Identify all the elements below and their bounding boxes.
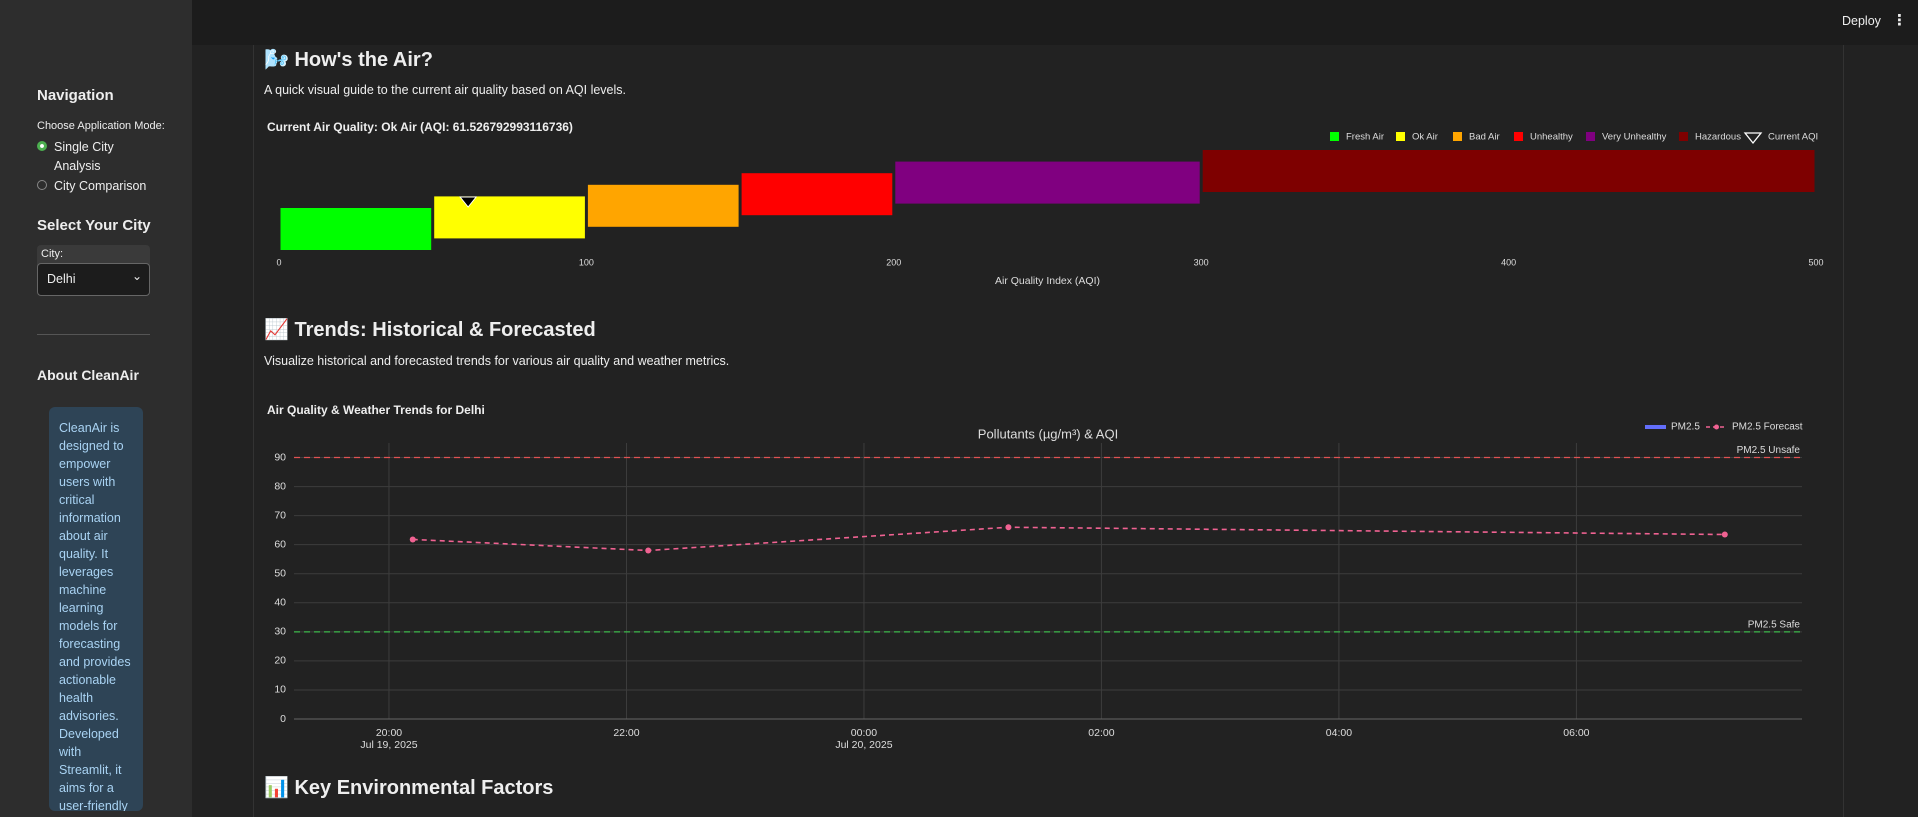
threshold-label: PM2.5 Safe: [1748, 619, 1801, 630]
mode-option[interactable]: City Comparison: [37, 177, 157, 196]
legend-label: Unhealthy: [1530, 132, 1573, 143]
legend-swatch: [1453, 132, 1462, 141]
y-tick-label: 20: [274, 655, 286, 667]
x-tick-label: 300: [1194, 257, 1209, 267]
y-tick-label: 10: [274, 684, 286, 696]
aqi-band: [280, 208, 432, 250]
top-bar: Deploy ⋮: [192, 0, 1918, 45]
series-point: [645, 547, 652, 554]
x-tick-label: 100: [579, 257, 594, 267]
y-tick-label: 40: [274, 597, 286, 609]
section-title: 📈 Trends: Historical & Forecasted: [264, 319, 596, 341]
container-border: [1843, 45, 1844, 817]
radio-dot: [37, 141, 47, 151]
legend-label: Current AQI: [1768, 132, 1818, 143]
chart-heading: Air Quality & Weather Trends for Delhi: [267, 403, 485, 417]
series-point: [1721, 531, 1728, 538]
x-tick-label: 20:00 Jul 19, 2025: [360, 727, 418, 751]
chart-title: Current Air Quality: Ok Air (AQI: 61.526…: [267, 120, 573, 134]
radio-dot: [37, 180, 47, 190]
chevron: ⌄: [132, 269, 143, 283]
x-axis-label: Air Quality Index (AQI): [995, 275, 1100, 287]
aqi-band: [741, 173, 893, 216]
city-value: Delhi: [47, 272, 76, 286]
city-select[interactable]: Delhi ⌄: [37, 263, 150, 296]
x-tick-label: 06:00: [1563, 727, 1590, 739]
legend-label: PM2.5 Forecast: [1732, 422, 1803, 433]
legend-swatch: [1330, 132, 1339, 141]
y-tick-label: 90: [274, 451, 286, 463]
threshold-label: PM2.5 Unsafe: [1737, 445, 1801, 456]
x-tick-label: 22:00: [613, 727, 640, 739]
legend-label: Fresh Air: [1346, 132, 1384, 143]
legend-swatch: [1396, 132, 1405, 141]
mode-label: Choose Application Mode:: [37, 120, 165, 132]
aqi-band: [587, 184, 739, 227]
aqi-band: [1202, 150, 1815, 192]
city-title: Select Your City: [37, 217, 151, 234]
legend-point: [1714, 424, 1719, 430]
aqi-band: [895, 161, 1200, 204]
legend-swatch: [1586, 132, 1595, 141]
y-tick-label: 80: [274, 480, 286, 492]
y-tick-label: 50: [274, 568, 286, 580]
mode-option[interactable]: Single City Analysis: [37, 138, 157, 176]
legend-label: Ok Air: [1412, 132, 1438, 143]
legend-swatch: [1514, 132, 1523, 141]
series-line: [412, 526, 1725, 552]
radio-label: Single City Analysis: [54, 140, 114, 173]
section-title: 🌬️ How's the Air?: [264, 49, 433, 71]
series-point: [1005, 524, 1012, 531]
city-label: City:: [41, 248, 63, 260]
section-description: Visualize historical and forecasted tren…: [264, 354, 730, 368]
section-description: A quick visual guide to the current air …: [264, 83, 627, 97]
divider: [37, 334, 150, 335]
y-tick-label: 60: [274, 538, 286, 550]
x-tick-label: 400: [1501, 257, 1516, 267]
x-tick-label: 00:00 Jul 20, 2025: [835, 727, 893, 751]
section-title: 📊 Key Environmental Factors: [264, 777, 554, 799]
deploy-button[interactable]: Deploy: [1842, 14, 1881, 28]
x-tick-label: 200: [886, 257, 901, 267]
about-title: About CleanAir: [37, 367, 139, 383]
radio-label: City Comparison: [54, 179, 147, 193]
container-border: [253, 45, 254, 817]
legend-label: Hazardous: [1695, 132, 1741, 143]
legend-label: PM2.5: [1671, 422, 1700, 433]
nav-title: Navigation: [37, 87, 114, 104]
sidebar: Navigation Choose Application Mode: Sing…: [0, 0, 192, 817]
x-tick-label: 02:00: [1088, 727, 1115, 739]
legend-swatch: [1679, 132, 1688, 141]
legend-marker: [1743, 132, 1763, 145]
legend-label: Very Unhealthy: [1602, 132, 1667, 143]
aqi-band: [434, 196, 585, 239]
current-aqi-marker: [459, 196, 478, 208]
y-tick-label: 30: [274, 626, 286, 638]
x-tick-label: 500: [1808, 257, 1823, 267]
city-select-box: City: Delhi ⌄: [37, 245, 150, 296]
y-tick-label: 70: [274, 509, 286, 521]
plot-title: Pollutants (µg/m³) & AQI: [978, 426, 1118, 441]
about-box: CleanAir is designed to empower users wi…: [49, 407, 143, 811]
x-tick-label: 04:00: [1325, 727, 1353, 739]
x-tick-label: 0: [276, 257, 281, 267]
series-point: [409, 536, 416, 543]
y-tick-label: 0: [280, 713, 286, 725]
legend-label: Bad Air: [1469, 132, 1500, 143]
menu-button[interactable]: ⋮: [1892, 12, 1907, 29]
